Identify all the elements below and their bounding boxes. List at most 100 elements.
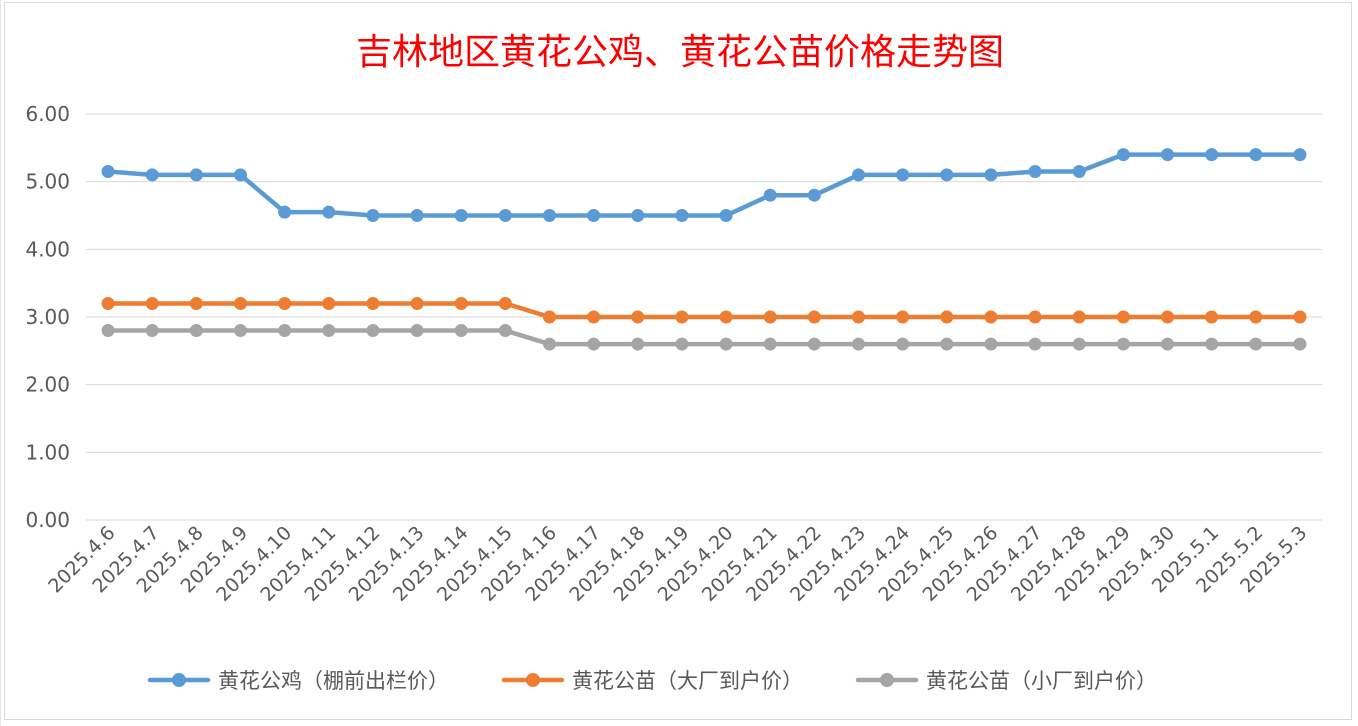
data-point[interactable]	[675, 337, 689, 351]
data-point[interactable]	[1028, 165, 1042, 179]
chart-area[interactable]	[4, 2, 1352, 720]
data-point[interactable]	[719, 310, 733, 324]
data-point[interactable]	[1249, 310, 1263, 324]
data-point[interactable]	[763, 188, 777, 202]
data-point[interactable]	[543, 310, 556, 324]
data-point[interactable]	[366, 324, 380, 338]
data-point[interactable]	[852, 310, 865, 324]
data-point[interactable]	[1293, 337, 1307, 351]
data-point[interactable]	[278, 296, 292, 310]
y-tick-label: 5.00	[25, 170, 70, 194]
data-point[interactable]	[410, 209, 424, 222]
data-point[interactable]	[807, 310, 821, 324]
data-point[interactable]	[498, 324, 512, 338]
data-point[interactable]	[587, 310, 601, 324]
data-point[interactable]	[145, 168, 159, 182]
data-point[interactable]	[101, 296, 115, 310]
data-point[interactable]	[896, 168, 910, 182]
data-point[interactable]	[896, 310, 910, 324]
data-point[interactable]	[498, 209, 512, 222]
data-point[interactable]	[807, 337, 821, 351]
data-point[interactable]	[1028, 337, 1042, 351]
data-point[interactable]	[498, 296, 512, 310]
data-point[interactable]	[189, 324, 203, 338]
data-point[interactable]	[322, 205, 336, 219]
legend-swatch-marker	[526, 673, 540, 687]
data-point[interactable]	[234, 324, 247, 338]
data-point[interactable]	[1161, 310, 1174, 324]
legend[interactable]: 黄花公鸡（棚前出栏价） 黄花公苗（大厂到户价） 黄花公苗（小厂到户价）	[147, 669, 1157, 693]
data-point[interactable]	[410, 324, 424, 338]
legend-label: 黄花公苗（小厂到户价）	[926, 669, 1157, 693]
data-point[interactable]	[189, 296, 203, 310]
data-point[interactable]	[807, 188, 821, 202]
data-point[interactable]	[322, 296, 336, 310]
data-point[interactable]	[763, 310, 777, 324]
data-point[interactable]	[1205, 337, 1219, 351]
data-point[interactable]	[101, 324, 115, 338]
data-point[interactable]	[940, 337, 954, 351]
data-point[interactable]	[631, 209, 645, 222]
legend-item-2[interactable]: 黄花公苗（大厂到户价）	[501, 669, 803, 693]
data-point[interactable]	[145, 324, 159, 338]
data-point[interactable]	[984, 168, 998, 182]
legend-label: 黄花公鸡（棚前出栏价）	[218, 669, 449, 693]
data-point[interactable]	[1205, 148, 1219, 162]
data-point[interactable]	[631, 337, 645, 351]
data-point[interactable]	[454, 296, 468, 310]
data-point[interactable]	[675, 310, 689, 324]
y-tick-label: 6.00	[25, 102, 70, 126]
series-2	[101, 296, 1307, 324]
data-point[interactable]	[234, 296, 247, 310]
data-point[interactable]	[1116, 337, 1130, 351]
data-point[interactable]	[1293, 310, 1307, 324]
data-point[interactable]	[189, 168, 203, 182]
data-point[interactable]	[719, 209, 733, 222]
data-point[interactable]	[1116, 310, 1130, 324]
data-point[interactable]	[587, 209, 601, 222]
data-point[interactable]	[278, 205, 292, 219]
data-point[interactable]	[984, 310, 998, 324]
data-point[interactable]	[940, 168, 954, 182]
data-point[interactable]	[587, 337, 601, 351]
data-point[interactable]	[145, 296, 159, 310]
data-point[interactable]	[1205, 310, 1219, 324]
data-point[interactable]	[1161, 148, 1174, 162]
data-point[interactable]	[1249, 337, 1263, 351]
legend-label: 黄花公苗（大厂到户价）	[572, 669, 803, 693]
data-point[interactable]	[322, 324, 336, 338]
data-point[interactable]	[1293, 148, 1307, 162]
data-point[interactable]	[940, 310, 954, 324]
legend-swatch-marker	[172, 673, 186, 687]
series-line	[105, 301, 1303, 320]
data-point[interactable]	[852, 168, 865, 182]
data-point[interactable]	[896, 337, 910, 351]
y-tick-label: 2.00	[25, 373, 70, 397]
data-point[interactable]	[631, 310, 645, 324]
data-point[interactable]	[1072, 337, 1086, 351]
data-point[interactable]	[1028, 310, 1042, 324]
data-point[interactable]	[719, 337, 733, 351]
data-point[interactable]	[1249, 148, 1263, 162]
data-point[interactable]	[543, 209, 556, 222]
data-point[interactable]	[1072, 310, 1086, 324]
data-point[interactable]	[101, 165, 115, 179]
data-point[interactable]	[763, 337, 777, 351]
data-point[interactable]	[454, 324, 468, 338]
data-point[interactable]	[1116, 148, 1130, 162]
data-point[interactable]	[278, 324, 292, 338]
data-point[interactable]	[852, 337, 865, 351]
legend-item-1[interactable]: 黄花公鸡（棚前出栏价）	[147, 669, 449, 693]
legend-swatch-marker	[880, 673, 894, 687]
data-point[interactable]	[234, 168, 247, 182]
data-point[interactable]	[675, 209, 689, 222]
data-point[interactable]	[366, 296, 380, 310]
data-point[interactable]	[984, 337, 998, 351]
data-point[interactable]	[1072, 165, 1086, 179]
data-point[interactable]	[1161, 337, 1174, 351]
data-point[interactable]	[543, 337, 556, 351]
data-point[interactable]	[410, 296, 424, 310]
data-point[interactable]	[454, 209, 468, 222]
legend-item-3[interactable]: 黄花公苗（小厂到户价）	[855, 669, 1157, 693]
data-point[interactable]	[366, 209, 380, 222]
